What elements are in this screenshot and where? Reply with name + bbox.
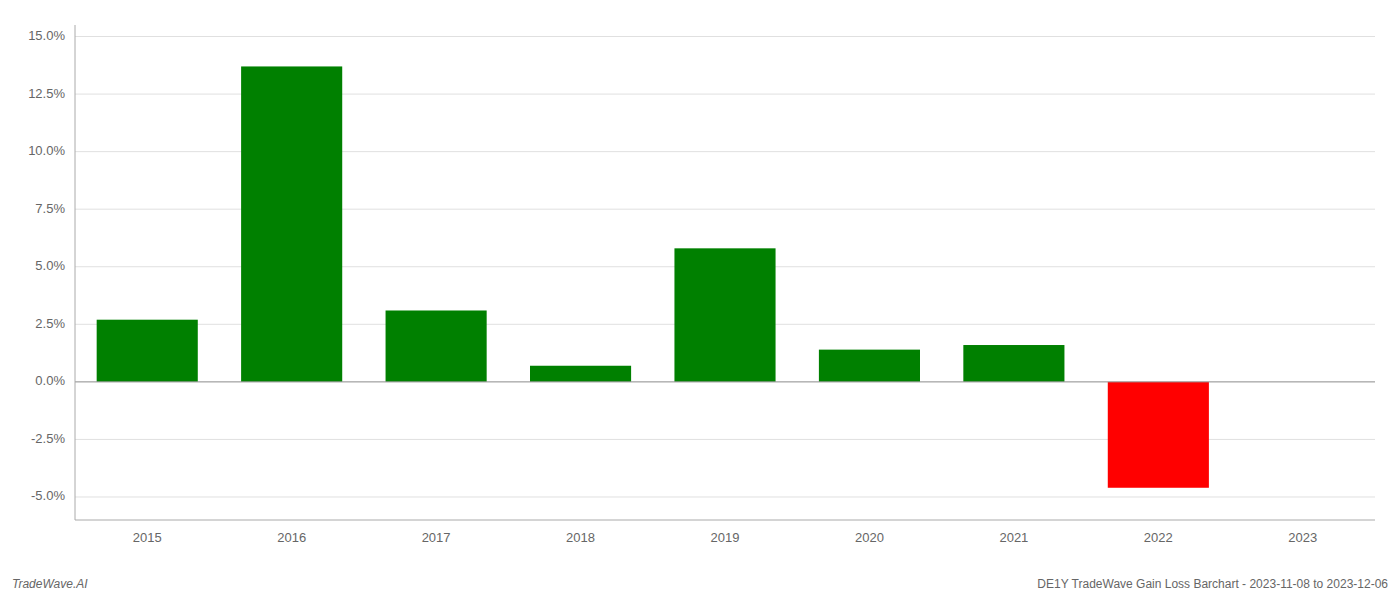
grid-line <box>75 496 1375 497</box>
y-tick-label: 2.5% <box>35 316 65 331</box>
x-axis-line <box>75 520 1375 521</box>
footer-left: TradeWave.AI <box>12 577 88 591</box>
y-axis-line <box>75 25 76 520</box>
y-tick-label: 10.0% <box>28 143 65 158</box>
x-tick-label: 2023 <box>1288 530 1317 545</box>
y-tick-label: 7.5% <box>35 201 65 216</box>
y-tick-label: -5.0% <box>31 488 65 503</box>
y-tick-label: -2.5% <box>31 431 65 446</box>
footer-right: DE1Y TradeWave Gain Loss Barchart - 2023… <box>1037 577 1388 591</box>
x-tick-label: 2015 <box>133 530 162 545</box>
y-tick-label: 12.5% <box>28 86 65 101</box>
bar <box>1108 382 1209 488</box>
zero-line <box>75 381 1375 382</box>
bar <box>530 366 631 382</box>
y-tick-labels: -5.0% -2.5% 0.0% 2.5% 5.0% 7.5% 10.0% 12.5% 15.0… <box>28 28 65 503</box>
x-tick-label: 2022 <box>1144 530 1173 545</box>
y-tick-label: 15.0% <box>28 28 65 43</box>
bar <box>97 320 198 382</box>
x-tick-label: 2019 <box>711 530 740 545</box>
bar <box>963 345 1064 382</box>
y-tick-label: 5.0% <box>35 258 65 273</box>
x-tick-label: 2017 <box>422 530 451 545</box>
chart-container: -5.0% -2.5% 0.0% 2.5% 5.0% 7.5% 10.0% 12.5% 15.0… <box>0 0 1400 600</box>
x-tick-label: 2018 <box>566 530 595 545</box>
x-tick-label: 2020 <box>855 530 884 545</box>
bar <box>241 66 342 381</box>
bar <box>819 350 920 382</box>
x-tick-label: 2016 <box>277 530 306 545</box>
x-tick-labels: 2015 2016 2017 2018 2019 2020 2021 2022 2023 <box>133 530 1317 545</box>
bars <box>97 66 1209 487</box>
x-tick-label: 2021 <box>999 530 1028 545</box>
bar <box>386 310 487 381</box>
grid-line <box>75 381 1375 382</box>
chart-svg: -5.0% -2.5% 0.0% 2.5% 5.0% 7.5% 10.0% 12.5% 15.0… <box>0 0 1400 600</box>
bar <box>674 248 775 382</box>
grid <box>75 37 1375 497</box>
grid-line <box>75 36 1375 37</box>
y-tick-label: 0.0% <box>35 373 65 388</box>
